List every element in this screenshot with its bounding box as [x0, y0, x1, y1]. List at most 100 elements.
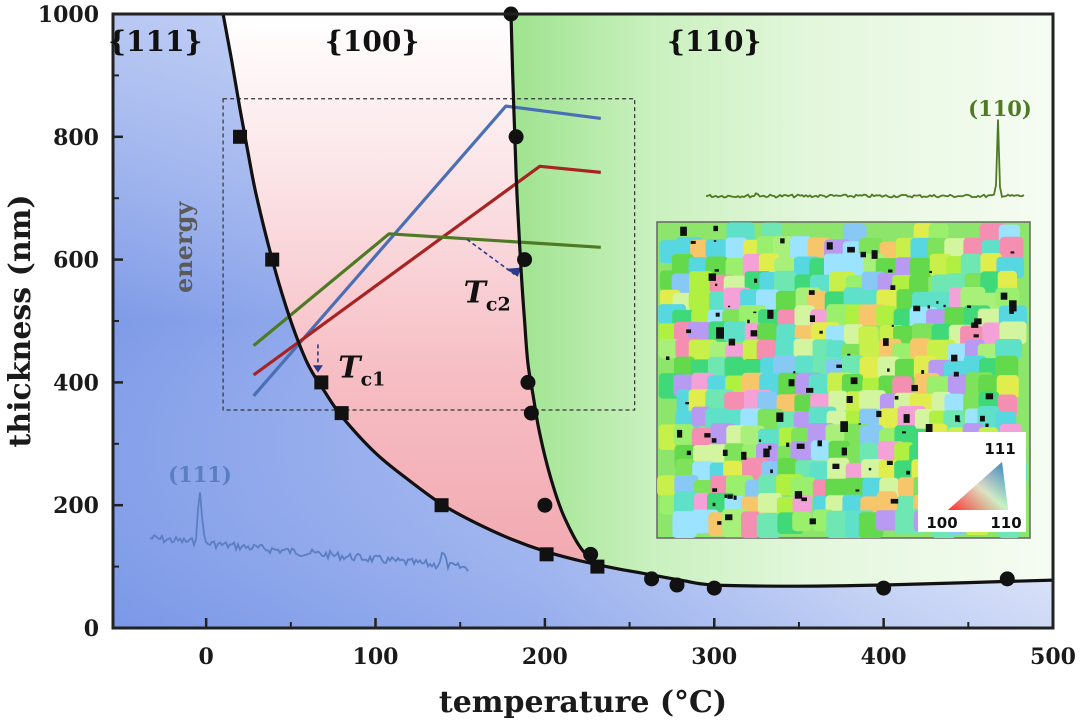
ebsd-boundary-speck	[715, 312, 720, 317]
ebsd-boundary-speck	[841, 447, 847, 456]
boundary-100-110-marker	[999, 571, 1015, 587]
ebsd-boundary-speck	[921, 370, 925, 374]
ebsd-boundary-speck	[713, 240, 717, 242]
ebsd-boundary-speck	[717, 521, 722, 525]
ebsd-boundary-speck	[725, 514, 733, 521]
ebsd-boundary-speck	[712, 488, 718, 492]
ebsd-grain	[673, 424, 694, 446]
ebsd-boundary-speck	[754, 278, 758, 283]
ebsd-grain	[909, 257, 936, 277]
tc1-main: T	[338, 350, 363, 385]
ebsd-boundary-speck	[806, 387, 814, 393]
ebsd-boundary-speck	[858, 423, 861, 425]
ebsd-boundary-speck	[826, 242, 833, 250]
y-axis-title: thickness (nm)	[3, 194, 38, 447]
ebsd-boundary-speck	[913, 305, 921, 312]
boundary-111-100-marker	[334, 406, 349, 421]
y-tick-label: 200	[53, 493, 99, 519]
ebsd-grain	[858, 390, 886, 410]
ebsd-grain	[674, 491, 698, 515]
ipf-legend-100: 100	[926, 514, 957, 532]
ebsd-boundary-speck	[891, 324, 894, 327]
ebsd-boundary-speck	[1010, 251, 1015, 254]
ebsd-grain	[688, 291, 715, 311]
ebsd-boundary-speck	[690, 240, 696, 244]
ebsd-boundary-speck	[955, 415, 960, 422]
ebsd-grain	[794, 305, 815, 331]
ebsd-grain	[980, 271, 1002, 295]
boundary-111-100-marker	[314, 375, 329, 390]
ebsd-boundary-speck	[685, 402, 689, 405]
ebsd-grain	[997, 270, 1017, 292]
ebsd-boundary-speck	[847, 246, 855, 253]
region-110-label: {110}	[667, 25, 761, 58]
ebsd-grain	[997, 394, 1017, 417]
x-tick-label: 400	[861, 644, 907, 670]
ebsd-boundary-speck	[786, 442, 790, 447]
ebsd-boundary-speck	[716, 327, 724, 339]
ebsd-grain	[773, 270, 796, 297]
ebsd-grain	[999, 321, 1027, 344]
ebsd-grain	[705, 239, 727, 259]
ebsd-boundary-speck	[794, 491, 803, 499]
ebsd-boundary-speck	[788, 379, 795, 387]
energy-inset-box	[222, 98, 636, 411]
region-100-fill	[223, 14, 605, 568]
ebsd-grain	[775, 290, 801, 312]
boundary-111-100-marker	[233, 129, 248, 144]
ebsd-grain	[910, 338, 932, 359]
ebsd-grain	[672, 511, 697, 538]
ebsd-boundary-speck	[886, 460, 893, 465]
ebsd-boundary-speck	[809, 518, 816, 525]
ebsd-grain	[998, 305, 1027, 327]
ebsd-boundary-speck	[753, 311, 757, 314]
ebsd-boundary-speck	[1009, 309, 1014, 314]
ebsd-boundary-speck	[850, 377, 858, 385]
ebsd-boundary-speck	[943, 304, 946, 308]
ebsd-grain	[875, 510, 901, 531]
text-layer: temperature (°C) thickness (nm) {111} {1…	[3, 25, 1032, 720]
tc1-sub: c1	[361, 368, 386, 390]
ebsd-boundary-speck	[750, 330, 758, 337]
ebsd-grain	[657, 475, 677, 496]
ipf-legend-111: 111	[984, 440, 1015, 458]
tc2-sub: c2	[486, 294, 511, 316]
x-tick-label: 300	[691, 644, 737, 670]
ebsd-grain	[960, 253, 982, 277]
ebsd-grain	[999, 236, 1024, 261]
ebsd-boundary-speck	[967, 305, 971, 308]
ebsd-boundary-speck	[871, 250, 878, 259]
ebsd-boundary-speck	[714, 269, 719, 272]
ebsd-boundary-speck	[793, 371, 796, 374]
ebsd-boundary-speck	[796, 443, 805, 449]
ebsd-grain	[808, 374, 833, 400]
ebsd-boundary-speck	[985, 393, 994, 400]
ebsd-grain	[996, 375, 1019, 399]
xrd-110-trace	[705, 119, 1025, 199]
ebsd-boundary-speck	[847, 353, 851, 356]
x-axis-title: temperature (°C)	[439, 685, 727, 720]
ebsd-boundary-speck	[758, 439, 762, 442]
boundary-100-110-marker	[669, 577, 685, 593]
ebsd-boundary-speck	[868, 467, 872, 471]
ebsd-boundary-speck	[808, 290, 815, 295]
ebsd-boundary-speck	[704, 433, 711, 438]
x-tick-label: 500	[1030, 644, 1076, 670]
ebsd-boundary-speck	[817, 440, 822, 447]
region-111-label: {111}	[108, 25, 202, 58]
tc1-annotation: Tc1	[338, 350, 385, 390]
ebsd-boundary-speck	[819, 330, 823, 334]
ebsd-boundary-speck	[903, 414, 910, 423]
xrd-110-pattern	[705, 119, 1025, 199]
boundary-100-110-marker	[583, 546, 599, 562]
tc2-arrow-head	[505, 267, 522, 277]
ebsd-grain	[995, 339, 1022, 359]
ebsd-boundary-speck	[958, 420, 961, 423]
boundary-100-110-marker	[508, 129, 524, 145]
energy-curve-{100}	[252, 164, 601, 377]
ebsd-boundary-speck	[840, 421, 848, 432]
xrd-111-pattern	[149, 492, 469, 572]
ebsd-boundary-speck	[925, 424, 933, 433]
ipf-triangle-overlay	[948, 462, 1008, 510]
x-tick-label: 200	[522, 644, 568, 670]
